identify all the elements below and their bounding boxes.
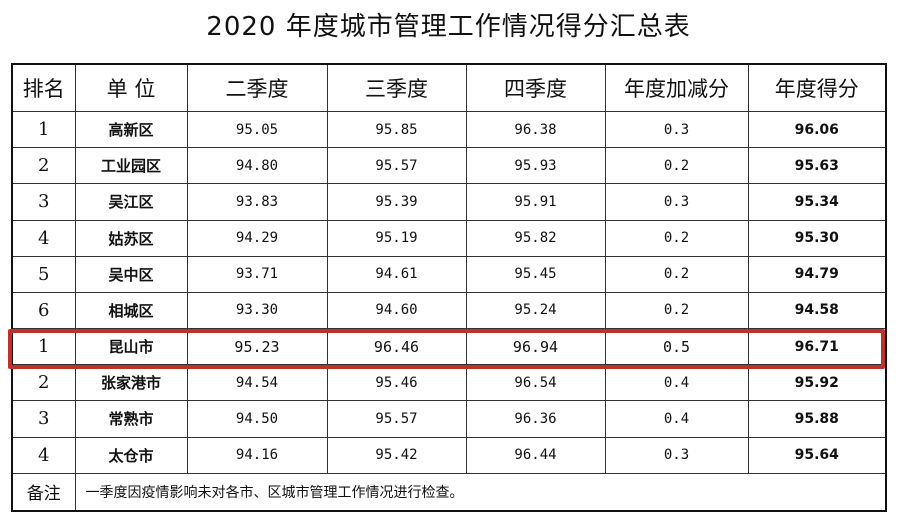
q4-cell: 96.36 [465,400,606,438]
q4-cell: 96.38 [465,110,606,149]
rank-cell: 3 [11,183,76,221]
q3-cell: 96.46 [326,328,467,366]
rank-cell: 4 [11,436,76,474]
table-row: 4 姑苏区 94.29 95.19 95.82 0.2 95.30 [11,219,887,257]
q2-cell: 95.05 [186,110,328,149]
unit-cell: 相城区 [74,291,188,330]
unit-cell: 姑苏区 [74,219,188,257]
adjustment-cell: 0.2 [604,219,749,257]
q4-cell: 95.91 [465,183,606,221]
annual-score-cell: 95.92 [747,364,887,402]
q4-cell: 96.54 [465,364,606,402]
q2-cell: 94.54 [186,364,328,402]
adjustment-cell: 0.2 [604,255,749,293]
table-row: 2 工业园区 94.80 95.57 95.93 0.2 95.63 [11,147,887,185]
page-title: 2020 年度城市管理工作情况得分汇总表 [206,12,691,42]
q3-cell: 95.19 [326,219,467,257]
header-annual-score: 年度得分 [747,63,887,112]
rank-cell: 2 [11,364,76,402]
rank-cell: 1 [11,328,76,366]
q3-cell: 95.42 [326,436,467,474]
unit-cell: 高新区 [74,110,188,149]
header-q4: 四季度 [465,63,606,112]
adjustment-cell: 0.4 [604,364,749,402]
score-table: 排名 单 位 二季度 三季度 四季度 年度加减分 年度得分 1 高新区 95.0… [11,63,887,512]
unit-cell: 常熟市 [74,400,188,438]
annual-score-cell: 94.58 [747,291,887,330]
note-text: 一季度因疫情影响未对各市、区城市管理工作情况进行检查。 [74,472,887,512]
q2-cell: 93.30 [186,291,328,330]
adjustment-cell: 0.3 [604,183,749,221]
annual-score-cell: 95.88 [747,400,887,438]
unit-cell: 太仓市 [74,436,188,474]
header-adjustment: 年度加减分 [604,63,749,112]
q2-cell: 93.83 [186,183,328,221]
rank-cell: 2 [11,147,76,185]
rank-cell: 5 [11,255,76,293]
rank-cell: 4 [11,219,76,257]
table-row: 5 吴中区 93.71 94.61 95.45 0.2 94.79 [11,255,887,293]
header-unit: 单 位 [74,63,188,112]
q2-cell: 95.23 [186,328,328,366]
note-label: 备注 [11,472,76,512]
annual-score-cell: 95.63 [747,147,887,185]
q4-cell: 95.82 [465,219,606,257]
adjustment-cell: 0.5 [604,328,749,366]
rank-cell: 1 [11,110,76,149]
q2-cell: 94.16 [186,436,328,474]
q4-cell: 95.93 [465,147,606,185]
table-header-row: 排名 单 位 二季度 三季度 四季度 年度加减分 年度得分 [11,63,887,112]
adjustment-cell: 0.2 [604,147,749,185]
unit-cell: 工业园区 [74,147,188,185]
q4-cell: 96.94 [465,328,606,366]
q2-cell: 94.80 [186,147,328,185]
table-row: 1 高新区 95.05 95.85 96.38 0.3 96.06 [11,110,887,149]
q3-cell: 95.85 [326,110,467,149]
table-row-highlighted: 1 昆山市 95.23 96.46 96.94 0.5 96.71 [11,328,887,366]
note-row: 备注 一季度因疫情影响未对各市、区城市管理工作情况进行检查。 [11,472,887,512]
q3-cell: 94.61 [326,255,467,293]
unit-cell: 昆山市 [74,328,188,366]
q2-cell: 94.50 [186,400,328,438]
table-row: 3 吴江区 93.83 95.39 95.91 0.3 95.34 [11,183,887,221]
q4-cell: 95.45 [465,255,606,293]
adjustment-cell: 0.4 [604,400,749,438]
table-row: 2 张家港市 94.54 95.46 96.54 0.4 95.92 [11,364,887,402]
header-q2: 二季度 [186,63,328,112]
q3-cell: 95.39 [326,183,467,221]
unit-cell: 吴江区 [74,183,188,221]
rank-cell: 6 [11,291,76,330]
q4-cell: 95.24 [465,291,606,330]
q3-cell: 95.46 [326,364,467,402]
table-row: 4 太仓市 94.16 95.42 96.44 0.3 95.64 [11,436,887,474]
q2-cell: 93.71 [186,255,328,293]
q4-cell: 96.44 [465,436,606,474]
rank-cell: 3 [11,400,76,438]
annual-score-cell: 96.71 [747,328,887,366]
adjustment-cell: 0.3 [604,436,749,474]
annual-score-cell: 94.79 [747,255,887,293]
score-table-container: 排名 单 位 二季度 三季度 四季度 年度加减分 年度得分 1 高新区 95.0… [11,63,887,512]
annual-score-cell: 95.34 [747,183,887,221]
q3-cell: 94.60 [326,291,467,330]
annual-score-cell: 96.06 [747,110,887,149]
annual-score-cell: 95.30 [747,219,887,257]
adjustment-cell: 0.3 [604,110,749,149]
q3-cell: 95.57 [326,147,467,185]
annual-score-cell: 95.64 [747,436,887,474]
header-q3: 三季度 [326,63,467,112]
q3-cell: 95.57 [326,400,467,438]
unit-cell: 吴中区 [74,255,188,293]
header-rank: 排名 [11,63,76,112]
unit-cell: 张家港市 [74,364,188,402]
adjustment-cell: 0.2 [604,291,749,330]
q2-cell: 94.29 [186,219,328,257]
table-row: 3 常熟市 94.50 95.57 96.36 0.4 95.88 [11,400,887,438]
table-row: 6 相城区 93.30 94.60 95.24 0.2 94.58 [11,291,887,330]
